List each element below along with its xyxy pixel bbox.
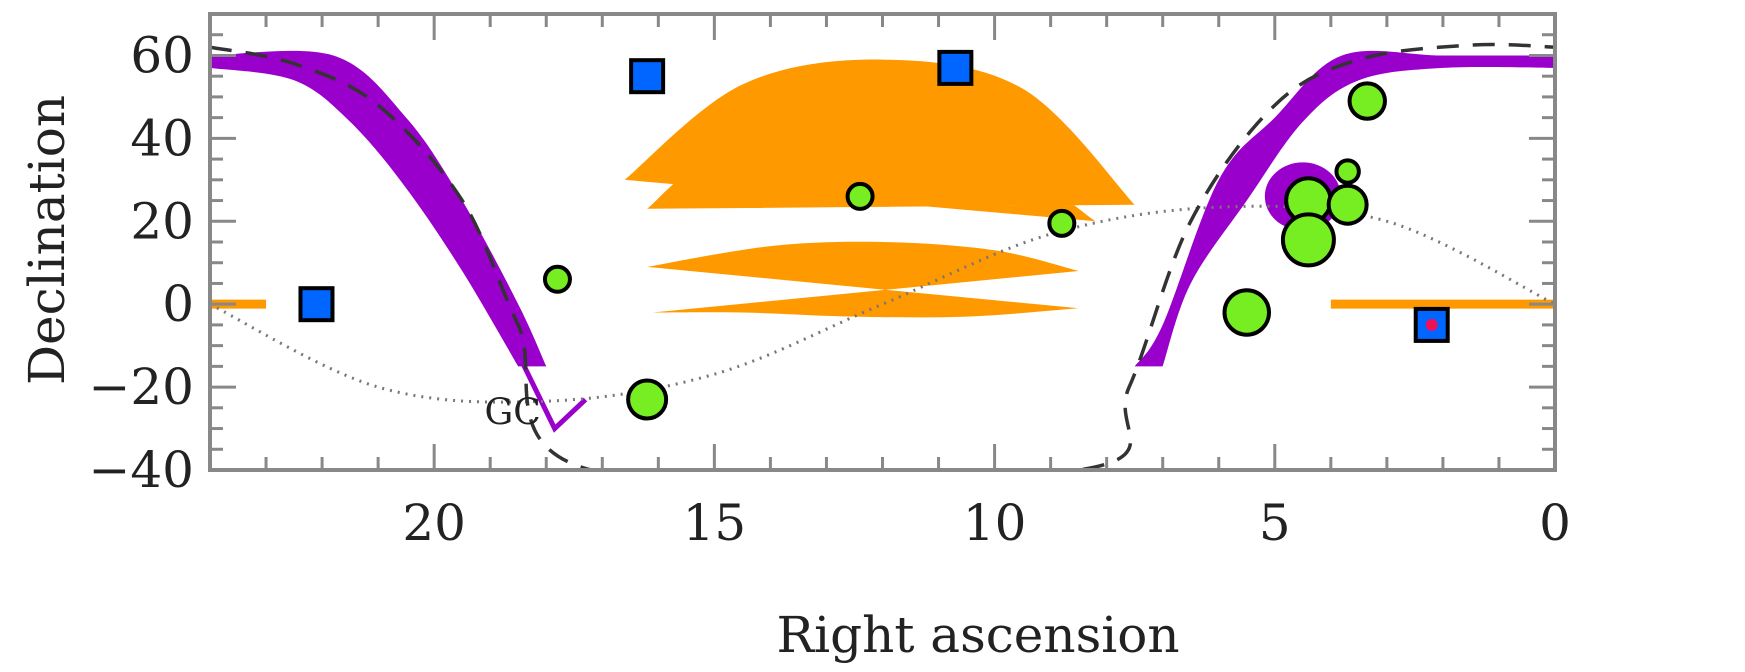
y-tick-label: 20 <box>130 192 194 250</box>
square-marker-2 <box>937 49 974 86</box>
ecliptic-line <box>210 204 1555 404</box>
circle-marker-4 <box>1222 288 1272 337</box>
x-tick-label: 0 <box>1539 494 1571 552</box>
orange-lower-band <box>647 241 1079 318</box>
circle-marker-0 <box>542 264 572 294</box>
square-marker-0 <box>298 286 335 323</box>
circle-marker-1 <box>626 378 669 421</box>
x-tick-label: 20 <box>402 494 466 552</box>
x-tick-label: 5 <box>1259 494 1291 552</box>
purple-band-left <box>210 50 547 367</box>
annotation-0: GC <box>484 392 540 433</box>
red-dot-marker <box>1425 318 1438 331</box>
y-axis-title: Declination <box>18 95 76 385</box>
x-tick-label: 15 <box>683 494 747 552</box>
axes: 20 15 10 5 0 60 40 20 0 −20 −40 <box>88 12 1571 552</box>
circle-marker-7 <box>1326 183 1369 226</box>
orange-upper-band <box>624 59 1135 222</box>
circle-marker-2 <box>845 181 875 211</box>
galactic-plane-line <box>210 42 1555 470</box>
y-tick-label: 60 <box>130 26 194 84</box>
circle-marker-8 <box>1334 158 1361 185</box>
purple-band-right <box>1134 50 1555 367</box>
plot-clip-group: GC <box>210 42 1555 470</box>
square-marker-1 <box>629 58 666 95</box>
y-tick-label: −20 <box>88 358 194 416</box>
purple-tail <box>515 352 588 433</box>
circle-marker-6 <box>1280 212 1336 268</box>
x-axis-title: Right ascension <box>776 606 1179 664</box>
y-tick-label: 0 <box>162 275 194 333</box>
circle-marker-3 <box>1047 208 1077 238</box>
x-tick-label: 10 <box>963 494 1027 552</box>
plot-area: GC <box>210 42 1555 470</box>
circle-marker-9 <box>1347 81 1387 121</box>
y-tick-label: −40 <box>88 441 194 499</box>
y-tick-label: 40 <box>130 109 194 167</box>
